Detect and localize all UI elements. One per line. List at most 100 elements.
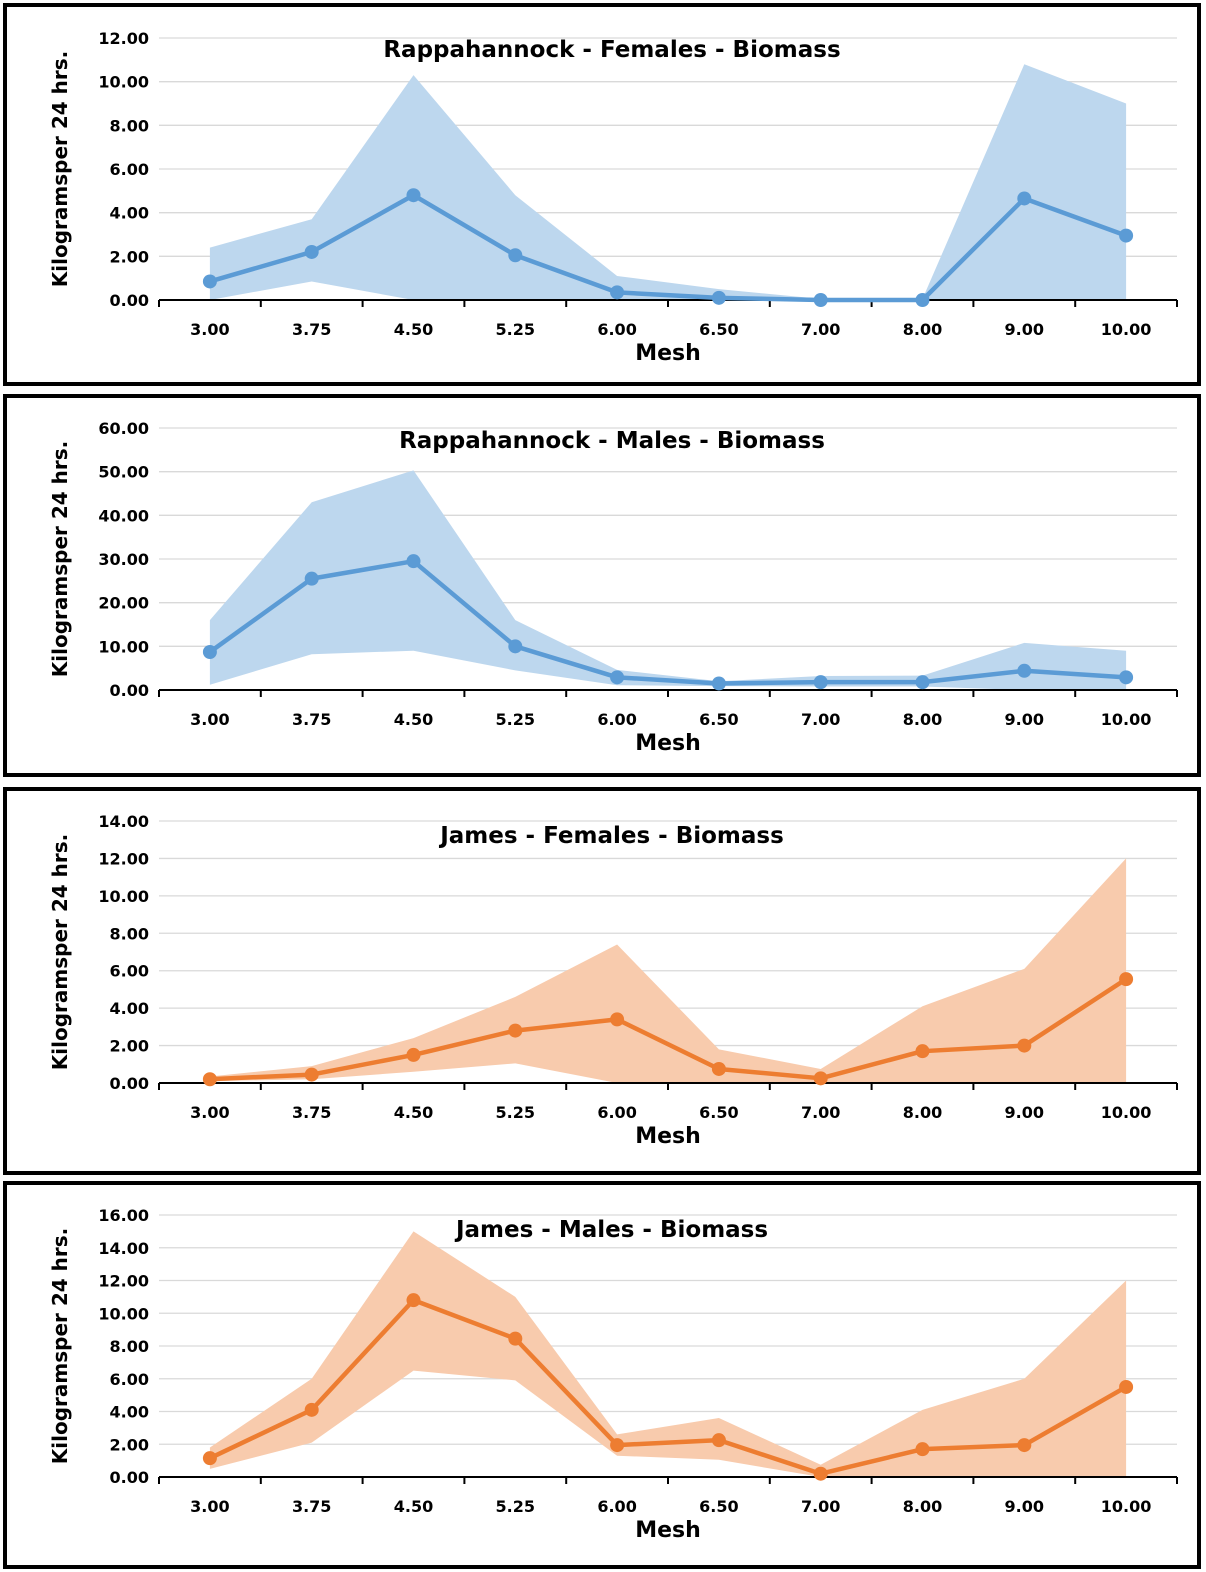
data-point: [1119, 972, 1134, 987]
x-axis-title: Mesh: [635, 341, 701, 366]
data-point: [1017, 1438, 1032, 1453]
y-tick-label: 12.00: [98, 849, 149, 868]
data-point: [202, 1451, 217, 1466]
x-tick-label: 6.50: [699, 320, 738, 339]
confidence-band: [209, 858, 1127, 1083]
data-point: [304, 571, 319, 586]
data-point: [508, 639, 523, 654]
x-tick-label: 10.00: [1101, 320, 1152, 339]
y-tick-label: 0.00: [110, 1468, 149, 1487]
data-point: [508, 1023, 523, 1038]
x-tick-label: 3.75: [292, 1103, 331, 1122]
x-tick-label: 3.75: [292, 710, 331, 729]
x-tick-label: 3.75: [292, 1497, 331, 1516]
confidence-band: [209, 1231, 1127, 1477]
data-point: [915, 1044, 930, 1059]
y-tick-label: 2.00: [110, 1037, 149, 1056]
x-tick-label: 4.50: [394, 320, 433, 339]
series-line: [209, 977, 1128, 1082]
x-tick-label: 4.50: [394, 710, 433, 729]
y-tick-label: 6.00: [110, 160, 149, 179]
x-tick-label: 6.00: [597, 710, 636, 729]
x-tick-label: 6.00: [597, 1497, 636, 1516]
data-point: [915, 293, 930, 307]
y-tick-label: 8.00: [110, 116, 149, 135]
x-tick-label: 8.00: [903, 1103, 942, 1122]
chart-svg: 0.00 10.00 20.00 30.00 40.00 50.00 60.00 3.00 3.…: [48, 419, 1178, 756]
data-point: [406, 1293, 421, 1308]
data-point: [1119, 670, 1134, 685]
x-tick-label: 3.00: [190, 320, 229, 339]
chart-panel-rappahannock-males: 0.00 10.00 20.00 30.00 40.00 50.00 60.00 3.00 3.…: [3, 394, 1201, 777]
data-point: [508, 1331, 523, 1346]
y-tick-label: 8.00: [110, 1337, 149, 1356]
y-tick-label: 2.00: [110, 1435, 149, 1454]
x-tick-label: 3.00: [190, 1497, 229, 1516]
x-tick-label: 8.00: [903, 1497, 942, 1516]
y-tick-label: 10.00: [98, 887, 149, 906]
x-tick-label: 4.50: [394, 1497, 433, 1516]
x-tick-label: 6.00: [597, 320, 636, 339]
x-tick-label: 8.00: [903, 710, 942, 729]
data-point: [406, 1047, 421, 1062]
chart-svg: 0.00 2.00 4.00 6.00 8.00 10.00 12.00 14.00 16.00…: [48, 1206, 1178, 1543]
y-axis-title: Kilogramsper 24 hrs.: [48, 441, 72, 677]
x-tick-label: 6.50: [699, 1497, 738, 1516]
data-point: [610, 285, 625, 300]
y-tick-label: 20.00: [98, 594, 149, 613]
chart-title: Rappahannock - Females - Biomass: [383, 37, 840, 63]
x-tick-label: 10.00: [1101, 1497, 1152, 1516]
x-tick-label: 3.00: [190, 1103, 229, 1122]
y-axis-title: Kilogramsper 24 hrs.: [48, 834, 72, 1070]
y-tick-label: 50.00: [98, 463, 149, 482]
confidence-band: [209, 470, 1127, 690]
y-tick-label: 4.00: [110, 1403, 149, 1422]
x-tick-label: 7.00: [801, 1497, 840, 1516]
data-point: [508, 248, 523, 263]
data-point: [915, 1442, 930, 1457]
series-line: [208, 1297, 1128, 1476]
x-tick-label: 6.00: [597, 1103, 636, 1122]
y-tick-label: 10.00: [98, 637, 149, 656]
x-tick-label: 9.00: [1005, 320, 1044, 339]
y-tick-label: 8.00: [110, 924, 149, 943]
data-point: [813, 675, 828, 690]
chart-title: James - Males - Biomass: [454, 1217, 768, 1243]
x-tick-label: 5.25: [496, 320, 535, 339]
x-tick-label: 10.00: [1101, 1103, 1152, 1122]
x-tick-label: 7.00: [801, 320, 840, 339]
data-point: [711, 1433, 726, 1448]
y-tick-label: 14.00: [98, 1239, 149, 1258]
y-tick-label: 0.00: [110, 1074, 149, 1093]
data-point: [304, 244, 319, 259]
x-axis-title: Mesh: [635, 731, 701, 756]
data-point: [711, 290, 726, 305]
y-tick-label: 60.00: [98, 419, 149, 438]
x-tick-label: 3.00: [190, 710, 229, 729]
y-tick-label: 2.00: [110, 247, 149, 266]
x-axis-title: Mesh: [635, 1124, 701, 1149]
data-point: [610, 1438, 625, 1453]
y-tick-label: 10.00: [98, 1304, 149, 1323]
confidence-band: [209, 64, 1127, 300]
data-point: [915, 675, 930, 690]
data-point: [813, 293, 828, 307]
x-tick-label: 8.00: [903, 320, 942, 339]
data-point: [813, 1466, 828, 1481]
x-tick-label: 9.00: [1005, 1497, 1044, 1516]
x-tick-label: 6.50: [699, 710, 738, 729]
x-tick-label: 5.25: [496, 1103, 535, 1122]
data-point: [202, 274, 217, 289]
data-point: [711, 1061, 726, 1076]
data-point: [1017, 663, 1032, 678]
x-tick-label: 3.75: [292, 320, 331, 339]
y-axis-title: Kilogramsper 24 hrs.: [48, 51, 72, 287]
data-point: [610, 670, 625, 685]
data-point: [1017, 191, 1032, 206]
series-line: [208, 558, 1127, 686]
y-tick-label: 0.00: [110, 291, 149, 310]
chart-svg: 0.00 2.00 4.00 6.00 8.00 10.00 12.00 3.00 3.75 4.…: [48, 29, 1178, 366]
data-point: [406, 188, 421, 203]
x-tick-label: 5.25: [496, 1497, 535, 1516]
x-tick-label: 10.00: [1101, 710, 1152, 729]
